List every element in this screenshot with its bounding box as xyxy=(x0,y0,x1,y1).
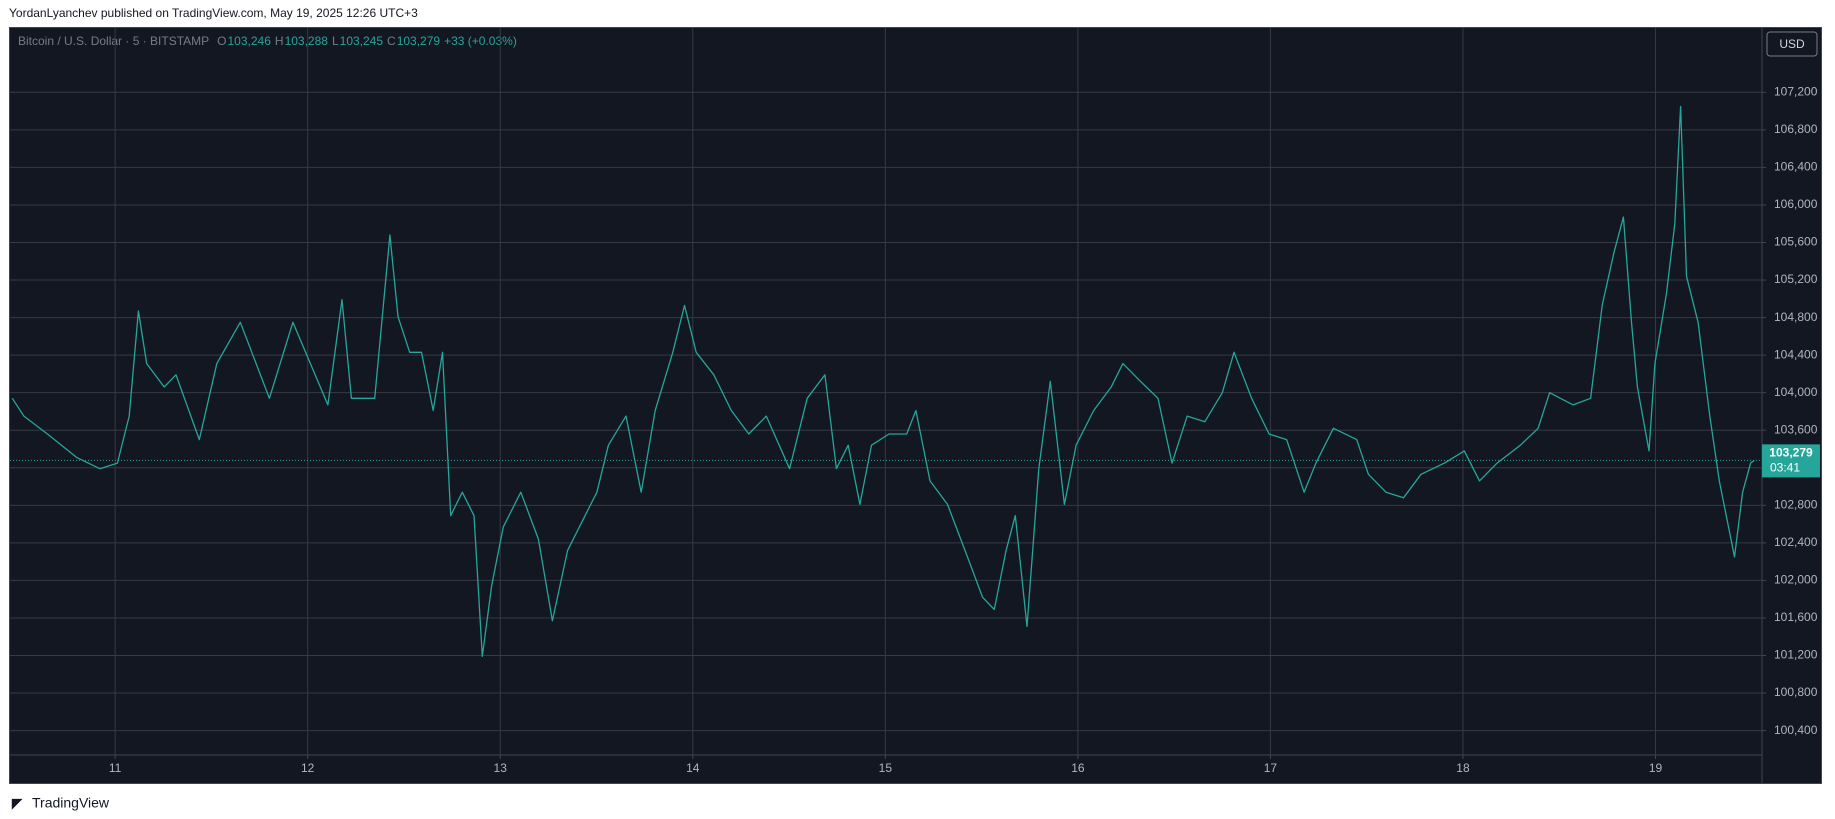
countdown: 03:41 xyxy=(1770,461,1800,475)
y-tick-label: 100,800 xyxy=(1774,685,1818,699)
y-tick-label: 103,600 xyxy=(1774,422,1818,436)
x-tick-label: 15 xyxy=(879,761,893,775)
y-tick-label: 102,800 xyxy=(1774,497,1818,511)
last-price-tag xyxy=(1762,444,1820,478)
grid xyxy=(10,28,1762,755)
footer-brand: TradingView xyxy=(32,795,110,811)
y-tick-label: 106,800 xyxy=(1774,122,1818,136)
x-tick-label: 18 xyxy=(1456,761,1470,775)
ohlc-value: 103,279 xyxy=(397,34,441,48)
y-tick-label: 106,000 xyxy=(1774,197,1818,211)
ohlc-key: L xyxy=(332,34,339,48)
symbol: Bitcoin / U.S. Dollar · 5 · BITSTAMP xyxy=(18,34,209,48)
x-tick-label: 11 xyxy=(109,761,122,775)
ohlc-key: O xyxy=(217,34,226,48)
ohlc-key: C xyxy=(387,34,396,48)
currency-button[interactable] xyxy=(1766,31,1818,57)
x-tick-label: 13 xyxy=(494,761,508,775)
y-tick-label: 101,200 xyxy=(1774,648,1818,662)
publish-info: YordanLyanchev published on TradingView.… xyxy=(9,6,418,20)
change: +33 (+0.03%) xyxy=(444,34,517,48)
x-tick-label: 16 xyxy=(1071,761,1085,775)
currency-label: USD xyxy=(1779,37,1805,51)
y-tick-label: 107,200 xyxy=(1774,84,1818,98)
ohlc-value: 103,245 xyxy=(340,34,384,48)
x-tick-label: 12 xyxy=(301,761,315,775)
y-tick-label: 102,400 xyxy=(1774,535,1818,549)
y-tick-label: 106,400 xyxy=(1774,160,1818,174)
y-tick-label: 105,600 xyxy=(1774,235,1818,249)
ohlc-value: 103,246 xyxy=(228,34,272,48)
y-tick-label: 104,000 xyxy=(1774,385,1818,399)
y-tick-label: 102,000 xyxy=(1774,573,1818,587)
ohlc-key: H xyxy=(275,34,284,48)
y-tick-label: 105,200 xyxy=(1774,272,1818,286)
x-tick-label: 14 xyxy=(686,761,700,775)
last-price-label: 103,279 xyxy=(1769,446,1813,460)
y-tick-label: 104,800 xyxy=(1774,310,1818,324)
x-tick-label: 19 xyxy=(1649,761,1663,775)
y-tick-label: 104,400 xyxy=(1774,347,1818,361)
x-tick-label: 17 xyxy=(1264,761,1278,775)
footer-logo: ◤ xyxy=(11,795,23,810)
legend: Bitcoin / U.S. Dollar · 5 · BITSTAMP O 103… xyxy=(18,34,517,48)
y-tick-label: 101,600 xyxy=(1774,610,1818,624)
ohlc-value: 103,288 xyxy=(285,34,329,48)
y-tick-label: 100,400 xyxy=(1774,723,1818,737)
chart-frame xyxy=(9,27,1822,784)
price-line xyxy=(11,105,1755,658)
